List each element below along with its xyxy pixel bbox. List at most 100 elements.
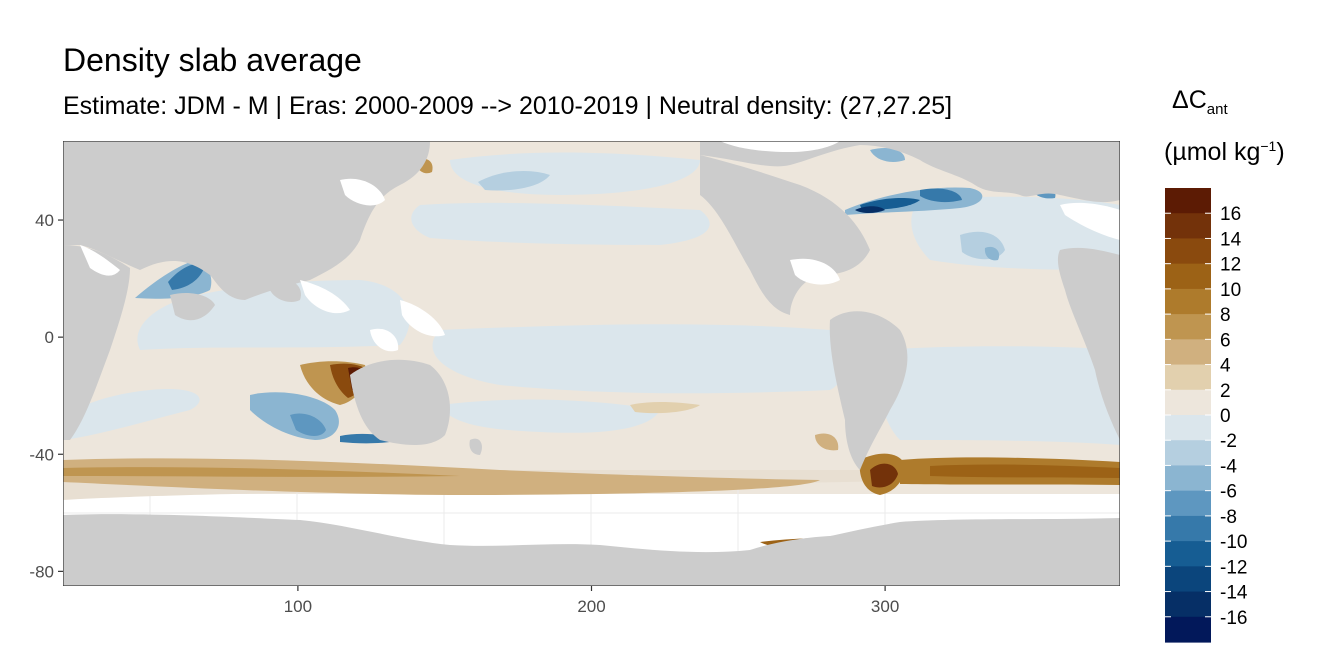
legend-label: 4 xyxy=(1220,356,1231,377)
anomaly-region xyxy=(855,206,885,213)
plot-panel xyxy=(63,141,1120,586)
nodata-patch xyxy=(80,245,120,276)
land-south-america xyxy=(829,311,908,470)
nodata-patch xyxy=(300,280,350,314)
legend-swatch xyxy=(1165,213,1211,240)
legend-label: -8 xyxy=(1220,507,1237,528)
y-tick-label: -40 xyxy=(29,445,54,464)
anomaly-region xyxy=(630,401,700,414)
legend-swatch xyxy=(1165,465,1211,492)
nodata-patch xyxy=(400,300,445,337)
legend-colorbar xyxy=(1165,188,1211,643)
legend-title: ΔCant xyxy=(1172,86,1228,118)
land-india xyxy=(170,293,215,321)
land-layer xyxy=(63,141,1120,586)
nodata-patch xyxy=(720,141,840,152)
legend-swatch xyxy=(1165,440,1211,467)
legend-swatch xyxy=(1165,541,1211,567)
legend-label: -14 xyxy=(1220,583,1248,604)
anomaly-region xyxy=(478,170,550,191)
legend-label: -2 xyxy=(1220,431,1237,452)
legend-swatch xyxy=(1165,314,1211,340)
y-axis: 40 0 -40 -80 xyxy=(29,211,63,581)
legend-label: 16 xyxy=(1220,204,1241,225)
anomaly-region xyxy=(63,467,460,477)
anomaly-layer-brown xyxy=(63,153,1120,550)
legend-swatch xyxy=(1165,415,1211,441)
land-antarctic-peninsula xyxy=(750,535,866,556)
anomaly-region xyxy=(878,346,1120,445)
nodata-patch xyxy=(1060,202,1120,240)
legend-swatch xyxy=(1165,591,1211,618)
legend-swatch xyxy=(1165,238,1211,265)
legend-label: 10 xyxy=(1220,280,1241,301)
anomaly-region xyxy=(440,399,660,433)
nodata-patch xyxy=(340,178,385,206)
legend-label: 8 xyxy=(1220,305,1231,326)
x-axis: 100 200 300 xyxy=(284,586,899,616)
legend-swatch xyxy=(1165,490,1211,517)
nodata-patch xyxy=(790,258,840,285)
legend-label: 6 xyxy=(1220,330,1231,351)
land-africa xyxy=(63,245,130,440)
legend-swatch xyxy=(1165,188,1211,214)
legend-label: 14 xyxy=(1220,229,1242,250)
y-tick-label: 40 xyxy=(35,211,54,230)
legend-label: 0 xyxy=(1220,406,1231,427)
anomaly-region xyxy=(870,463,898,488)
nodata-patch xyxy=(370,328,399,352)
legend-swatch xyxy=(1165,364,1211,391)
legend-swatch xyxy=(1165,566,1211,593)
anomaly-region xyxy=(63,389,200,440)
anomaly-region xyxy=(870,148,905,162)
anomaly-region xyxy=(930,464,1120,478)
anomaly-region xyxy=(63,458,820,495)
legend-unit-suffix: ) xyxy=(1276,138,1285,166)
land-north-america xyxy=(700,155,870,315)
legend-swatch xyxy=(1165,263,1211,290)
legend-swatch xyxy=(1165,616,1211,643)
legend-swatch xyxy=(1165,288,1211,315)
legend-unit-sup: −1 xyxy=(1260,138,1277,154)
anomaly-region xyxy=(920,188,962,203)
x-tick-label: 300 xyxy=(871,597,899,616)
land-antarctica xyxy=(63,514,1120,586)
legend-labels: 16 14 12 10 8 6 4 2 0 -2 -4 -6 -8 -10 -12 -14 -16 xyxy=(1165,204,1248,629)
anomaly-region xyxy=(432,324,845,394)
legend-swatch xyxy=(1165,515,1211,542)
chart-subtitle: Estimate: JDM - M | Eras: 2000-2009 --> … xyxy=(63,92,953,120)
legend-swatch xyxy=(1165,389,1211,416)
legend-label: -10 xyxy=(1220,532,1247,553)
anomaly-region xyxy=(815,433,839,451)
land-europe xyxy=(1000,141,1120,181)
anomaly-region xyxy=(411,202,710,245)
legend-swatch xyxy=(1165,339,1211,366)
legend-label: -16 xyxy=(1220,608,1247,629)
land-indochina xyxy=(270,278,301,302)
legend-unit: (µmol kg−1) xyxy=(1164,138,1285,167)
land-australia xyxy=(350,359,450,445)
y-tick-label: -80 xyxy=(29,562,54,581)
legend-title-sub: ant xyxy=(1206,101,1228,118)
legend-label: 12 xyxy=(1220,255,1241,276)
legend-label: -6 xyxy=(1220,482,1237,503)
legend-unit-prefix: (µmol kg xyxy=(1164,138,1261,166)
anomaly-region xyxy=(168,263,205,290)
land-eurasia xyxy=(63,141,430,300)
legend-title-main: ΔC xyxy=(1172,86,1207,114)
y-tick-label: 0 xyxy=(45,328,54,347)
chart-title: Density slab average xyxy=(63,42,362,78)
legend-label: 2 xyxy=(1220,381,1231,402)
anomaly-region xyxy=(290,413,326,436)
land-new-zealand xyxy=(469,438,482,455)
land-africa-east xyxy=(1057,247,1120,440)
nodata-patches xyxy=(80,141,1120,352)
anomaly-layer-blue xyxy=(135,148,1079,444)
legend-label: -12 xyxy=(1220,557,1247,578)
x-tick-label: 200 xyxy=(577,597,605,616)
land-north-america-greenland xyxy=(700,141,1120,203)
anomaly-region xyxy=(984,246,1000,261)
x-tick-label: 100 xyxy=(284,597,312,616)
legend-label: -4 xyxy=(1220,456,1237,477)
